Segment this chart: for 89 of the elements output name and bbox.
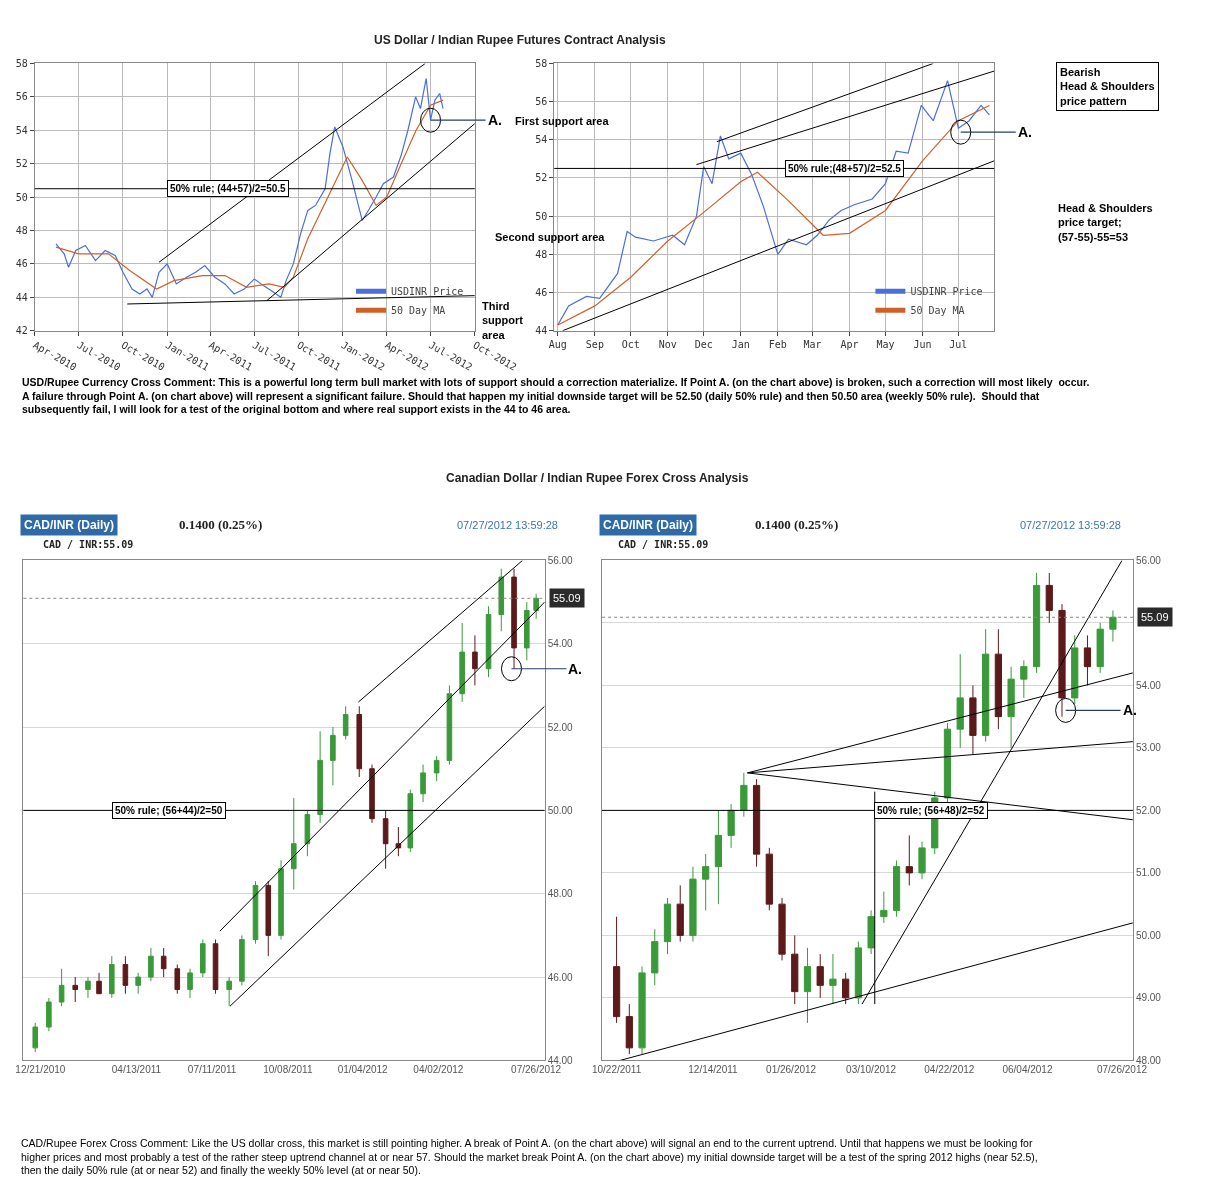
ref-line-label: 50% rule; (56+44)/2=50 bbox=[115, 805, 223, 816]
x-tick-label: 07/26/2012 bbox=[1096, 1064, 1148, 1076]
y-tick-label: 44.00 bbox=[547, 1054, 574, 1066]
text: Head & Shoulders price target; (57-55)-55=53 bbox=[1058, 202, 1153, 243]
y-tick-label: 54 bbox=[535, 134, 548, 146]
text: Third support area bbox=[482, 300, 524, 341]
annotation: A. bbox=[568, 661, 582, 677]
text: 0.1400 (0.25%) bbox=[179, 517, 263, 532]
y-tick-label: 46.00 bbox=[547, 971, 574, 983]
text: 0.1400 (0.25%) bbox=[755, 517, 839, 532]
x-tick-label: 04/02/2012 bbox=[413, 1064, 464, 1076]
x-tick-label: Mar bbox=[803, 338, 822, 350]
text: Canadian Dollar / Indian Rupee Forex Cross Analysis bbox=[446, 471, 749, 485]
text: US Dollar / Indian Rupee Futures Contract Analysis bbox=[374, 33, 666, 47]
x-tick-label: Apr bbox=[840, 338, 859, 350]
x-tick-label: Feb bbox=[768, 338, 787, 350]
y-tick-label: 49.00 bbox=[1135, 992, 1162, 1004]
y-tick-label: 46 bbox=[535, 287, 548, 299]
y-tick-label: 48.00 bbox=[547, 888, 574, 900]
y-tick-label: 50 bbox=[15, 191, 28, 203]
text: 07/27/2012 13:59:28 bbox=[1020, 519, 1121, 531]
y-tick-label: 53.00 bbox=[1135, 742, 1162, 754]
x-tick-label: 10/08/2011 bbox=[263, 1064, 313, 1076]
y-tick-label: 48 bbox=[15, 224, 28, 236]
x-tick-label: Oct bbox=[621, 338, 640, 350]
legend-label: 50 Day MA bbox=[910, 305, 965, 317]
y-tick-label: 44 bbox=[535, 325, 548, 337]
y-tick-label: 48.00 bbox=[1135, 1054, 1162, 1066]
ref-line-label: 50% rule; (56+48)/2=52 bbox=[877, 805, 985, 816]
y-tick-label: 56 bbox=[535, 96, 548, 108]
x-tick-label: 07/11/2011 bbox=[187, 1064, 237, 1076]
annotation: A. bbox=[1018, 124, 1032, 140]
text: CAD/INR (Daily) bbox=[603, 518, 694, 532]
y-tick-label: 56.00 bbox=[547, 554, 574, 566]
y-tick-label: 50.00 bbox=[1135, 929, 1162, 941]
y-tick-label: 50.00 bbox=[547, 804, 574, 816]
legend-label: USDINR Price bbox=[910, 286, 983, 298]
x-tick-label: 04/22/2012 bbox=[924, 1064, 975, 1076]
legend-label: 50 Day MA bbox=[391, 305, 446, 317]
text: CAD / INR:55.09 bbox=[43, 539, 134, 550]
x-tick-label: Jul bbox=[949, 338, 968, 350]
ref-line-label: 50% rule; (44+57)/2=50.5 bbox=[170, 183, 287, 194]
y-tick-label: 54.00 bbox=[547, 638, 574, 650]
y-tick-label: 54.00 bbox=[1135, 679, 1162, 691]
ref-line-label: 50% rule;(48+57)/2=52.5 bbox=[788, 163, 902, 174]
x-tick-label: May bbox=[876, 338, 895, 350]
y-tick-label: 56 bbox=[15, 91, 28, 103]
y-tick-label: 44 bbox=[15, 291, 28, 303]
y-tick-label: 52.00 bbox=[547, 721, 574, 733]
annotation: First support area bbox=[515, 115, 610, 127]
text: CAD/INR (Daily) bbox=[24, 518, 115, 532]
legend-label: USDINR Price bbox=[391, 286, 464, 298]
text: USD/Rupee Currency Cross Comment: This is a powerful long term bull market with lots of support should a correction materialize. If Point A. (on the chart above) is broken, such a correction will most likely occur. A failure through Point A. (on chart above) will represent a significant failure. Should that happen my initial downside target will be 52.50 (daily 50% rule) and then 50.50 area (weekly 50% rule). Should that subsequently fail, I will look for a test of the original bottom and where real support exists in the 44 to 46 area. bbox=[22, 376, 1090, 416]
y-tick-label: 42 bbox=[15, 325, 28, 337]
y-tick-label: 52.00 bbox=[1135, 804, 1162, 816]
text: 07/27/2012 13:59:28 bbox=[457, 519, 558, 531]
x-tick-label: 06/04/2012 bbox=[1002, 1064, 1053, 1076]
ref-line-label: 55.09 bbox=[1141, 611, 1169, 623]
x-tick-label: Dec bbox=[694, 338, 713, 350]
ref-line-label: 55.09 bbox=[553, 592, 581, 604]
text: Bearish Head & Shoulders price pattern bbox=[1060, 66, 1155, 107]
x-tick-label: Nov bbox=[658, 338, 677, 350]
y-tick-label: 54 bbox=[15, 124, 28, 136]
text: CAD/Rupee Forex Cross Comment: Like the US dollar cross, this market is still pointing higher. A break of Point A. (on the chart above) will signal an end to the current uptrend. Until that happens we must be looking for higher prices and most probably a test of the rather steep uptrend channel at or near 57. Should the market break Point A. (on the chart above) my initial downside target will be a test of the spring 2012 highs (near 52.5), then the daily 50% rule (at or near 52) and finally the weekly 50% level (at or near 50). bbox=[21, 1137, 1038, 1177]
x-tick-label: 07/26/2012 bbox=[511, 1064, 562, 1076]
x-tick-label: 10/22/2011 bbox=[591, 1064, 642, 1076]
annotation: Second support area bbox=[495, 231, 606, 243]
x-tick-label: Aug bbox=[548, 338, 567, 350]
x-tick-label: Jun bbox=[913, 338, 932, 350]
annotation: A. bbox=[1123, 702, 1137, 718]
x-tick-label: 01/26/2012 bbox=[766, 1064, 817, 1076]
y-tick-label: 46 bbox=[15, 258, 28, 270]
y-tick-label: 52 bbox=[535, 172, 548, 184]
annotation: A. bbox=[488, 112, 502, 128]
x-tick-label: 04/13/2011 bbox=[111, 1064, 162, 1076]
y-tick-label: 48 bbox=[535, 248, 548, 260]
y-tick-label: 56.00 bbox=[1135, 554, 1162, 566]
y-tick-label: 51.00 bbox=[1135, 867, 1162, 879]
text: CAD / INR:55.09 bbox=[618, 539, 709, 550]
x-tick-label: Jan bbox=[731, 338, 750, 350]
y-tick-label: 52 bbox=[15, 158, 28, 170]
x-tick-label: 12/21/2010 bbox=[15, 1064, 66, 1076]
y-tick-label: 50 bbox=[535, 210, 548, 222]
x-tick-label: Sep bbox=[585, 338, 604, 350]
x-tick-label: 01/04/2012 bbox=[337, 1064, 389, 1076]
x-tick-label: 12/14/2011 bbox=[688, 1064, 739, 1076]
x-tick-label: 03/10/2012 bbox=[846, 1064, 897, 1076]
y-tick-label: 58 bbox=[15, 57, 28, 69]
y-tick-label: 58 bbox=[535, 57, 548, 69]
